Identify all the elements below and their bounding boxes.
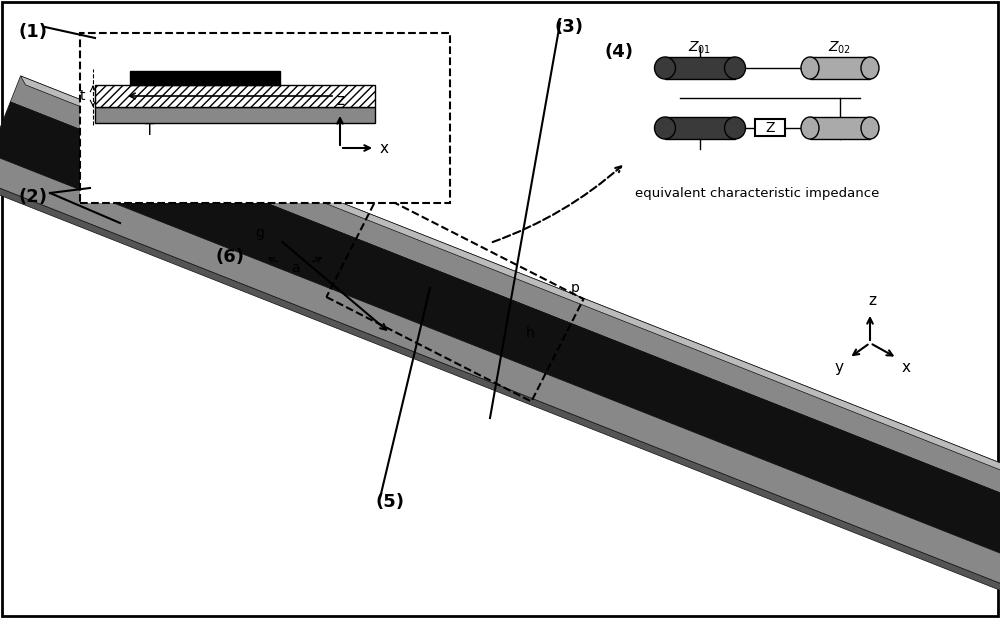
- Bar: [755, 119, 785, 136]
- Bar: [665, 117, 735, 139]
- Polygon shape: [0, 154, 1000, 618]
- Text: x: x: [380, 140, 389, 156]
- Polygon shape: [0, 180, 1000, 618]
- Text: equivalent characteristic impedance: equivalent characteristic impedance: [635, 187, 879, 200]
- Polygon shape: [0, 102, 1000, 618]
- Text: z: z: [336, 93, 344, 108]
- Text: a: a: [291, 261, 299, 275]
- Text: h: h: [526, 326, 534, 340]
- Bar: [810, 117, 870, 139]
- Ellipse shape: [801, 117, 819, 139]
- Text: (1): (1): [18, 23, 47, 41]
- Polygon shape: [10, 102, 1000, 618]
- Polygon shape: [21, 76, 1000, 618]
- Ellipse shape: [801, 57, 819, 79]
- Polygon shape: [0, 154, 1000, 618]
- Polygon shape: [10, 76, 1000, 618]
- Text: (2): (2): [18, 188, 47, 206]
- Bar: [810, 57, 870, 79]
- Ellipse shape: [724, 117, 746, 139]
- Text: (6): (6): [215, 248, 244, 266]
- Ellipse shape: [654, 57, 676, 79]
- Bar: [95, 85, 375, 107]
- Text: p: p: [571, 281, 579, 295]
- Bar: [95, 107, 375, 123]
- Ellipse shape: [861, 57, 879, 79]
- Text: t: t: [79, 89, 85, 103]
- Text: Z: Z: [765, 121, 775, 135]
- Text: g: g: [256, 226, 264, 240]
- Bar: [80, 33, 450, 203]
- Text: y: y: [835, 360, 844, 375]
- Text: x: x: [902, 360, 911, 375]
- Ellipse shape: [654, 117, 676, 139]
- Bar: [130, 71, 280, 85]
- Text: $Z_{02}$: $Z_{02}$: [828, 40, 852, 56]
- Text: $Z_{01}$: $Z_{01}$: [688, 40, 712, 56]
- Text: T: T: [145, 122, 154, 137]
- Text: z: z: [868, 293, 876, 308]
- Text: (4): (4): [605, 43, 634, 61]
- Bar: [665, 57, 735, 79]
- Ellipse shape: [724, 57, 746, 79]
- Text: (3): (3): [555, 18, 584, 36]
- Text: (5): (5): [375, 493, 404, 511]
- Ellipse shape: [861, 117, 879, 139]
